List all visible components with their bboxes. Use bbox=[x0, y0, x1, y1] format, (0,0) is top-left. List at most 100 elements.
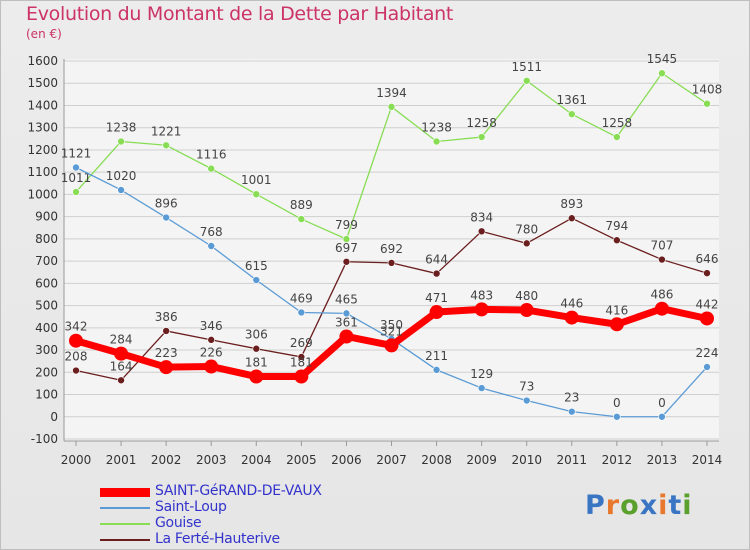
y-tick-label: 1000 bbox=[27, 187, 58, 201]
data-label-gouise: 889 bbox=[290, 198, 313, 212]
data-label-gouise: 1394 bbox=[376, 86, 407, 100]
data-label-saint-loup: 211 bbox=[425, 349, 448, 363]
data-label-saint-loup: 768 bbox=[200, 225, 223, 239]
y-tick-label: 400 bbox=[35, 321, 58, 335]
data-point-gouise bbox=[117, 137, 125, 146]
data-label-gouise: 1011 bbox=[61, 171, 92, 185]
data-label-saint-gerand-de-vaux: 480 bbox=[515, 289, 538, 303]
data-label-saint-loup: 896 bbox=[155, 197, 178, 211]
data-label-la-ferte-hauterive: 644 bbox=[425, 253, 448, 267]
data-label-gouise: 799 bbox=[335, 218, 358, 232]
data-label-saint-loup: 1020 bbox=[106, 169, 137, 183]
data-point-saint-loup bbox=[432, 366, 441, 374]
data-point-saint-gerand-de-vaux bbox=[294, 369, 309, 384]
data-label-saint-loup: 0 bbox=[658, 396, 666, 410]
y-tick-label: -100 bbox=[31, 432, 58, 446]
data-label-saint-loup: 73 bbox=[519, 380, 534, 394]
data-label-saint-loup: 129 bbox=[470, 367, 493, 381]
data-point-gouise bbox=[567, 110, 576, 118]
data-label-gouise: 1545 bbox=[647, 52, 678, 66]
data-point-gouise bbox=[387, 103, 396, 111]
y-tick-label: 1200 bbox=[27, 143, 58, 157]
data-label-la-ferte-hauterive: 346 bbox=[200, 319, 223, 333]
x-tick-label: 2002 bbox=[151, 453, 182, 467]
data-label-saint-loup: 469 bbox=[290, 291, 313, 305]
data-point-la-ferte-hauterive bbox=[387, 259, 396, 267]
x-tick-label: 2010 bbox=[511, 453, 542, 467]
data-point-saint-loup bbox=[252, 276, 261, 284]
data-label-la-ferte-hauterive: 794 bbox=[605, 219, 628, 233]
y-tick-label: 1300 bbox=[27, 121, 58, 135]
data-point-saint-gerand-de-vaux bbox=[114, 346, 129, 361]
legend-label: Gouise bbox=[155, 515, 202, 531]
y-tick-label: 500 bbox=[35, 299, 58, 313]
x-tick-label: 2001 bbox=[106, 453, 137, 467]
data-label-saint-gerand-de-vaux: 471 bbox=[425, 291, 448, 305]
data-point-saint-gerand-de-vaux bbox=[564, 310, 579, 325]
data-label-saint-gerand-de-vaux: 442 bbox=[696, 297, 719, 311]
data-point-saint-loup bbox=[522, 396, 531, 405]
data-point-saint-gerand-de-vaux bbox=[429, 305, 444, 320]
data-point-la-ferte-hauterive bbox=[252, 344, 261, 353]
x-tick-label: 2005 bbox=[286, 453, 317, 467]
plot-area bbox=[64, 59, 719, 441]
data-label-saint-loup: 224 bbox=[696, 346, 719, 360]
data-point-gouise bbox=[703, 99, 711, 108]
y-tick-label: 0 bbox=[50, 410, 58, 424]
legend-label: SAINT-GéRAND-DE-VAUX bbox=[155, 483, 322, 499]
data-label-la-ferte-hauterive: 646 bbox=[696, 252, 719, 266]
data-point-gouise bbox=[162, 141, 170, 150]
data-label-la-ferte-hauterive: 834 bbox=[470, 210, 493, 224]
data-label-gouise: 1221 bbox=[151, 124, 182, 138]
data-point-saint-loup bbox=[342, 309, 351, 318]
x-tick-label: 2008 bbox=[421, 453, 452, 467]
x-tick-label: 2012 bbox=[602, 453, 633, 467]
y-tick-label: 200 bbox=[35, 365, 58, 379]
x-tick-label: 2003 bbox=[196, 453, 227, 467]
x-tick-label: 2013 bbox=[647, 453, 678, 467]
data-label-saint-gerand-de-vaux: 483 bbox=[470, 288, 493, 302]
y-tick-label: 900 bbox=[35, 210, 58, 224]
data-label-saint-loup: 23 bbox=[564, 391, 579, 405]
data-point-gouise bbox=[432, 137, 441, 146]
data-point-gouise bbox=[72, 188, 80, 196]
legend-label: La Ferté-Hauterive bbox=[155, 531, 280, 547]
data-point-saint-loup bbox=[477, 384, 486, 392]
data-label-saint-gerand-de-vaux: 416 bbox=[605, 303, 628, 317]
data-point-la-ferte-hauterive bbox=[613, 236, 621, 245]
data-point-saint-loup bbox=[72, 163, 80, 172]
data-point-saint-gerand-de-vaux bbox=[700, 311, 714, 326]
legend-item: Gouise bbox=[100, 515, 320, 532]
data-label-la-ferte-hauterive: 692 bbox=[380, 242, 403, 256]
data-label-la-ferte-hauterive: 780 bbox=[515, 222, 538, 236]
data-label-la-ferte-hauterive: 164 bbox=[110, 359, 133, 373]
data-label-saint-gerand-de-vaux: 446 bbox=[560, 297, 583, 311]
logo-letter: t bbox=[668, 490, 683, 521]
legend-swatch bbox=[100, 539, 150, 541]
data-label-saint-loup: 615 bbox=[245, 259, 268, 273]
data-label-la-ferte-hauterive: 208 bbox=[65, 350, 88, 364]
logo-letter: i bbox=[658, 490, 669, 521]
data-label-saint-gerand-de-vaux: 284 bbox=[110, 333, 133, 347]
data-label-gouise: 1408 bbox=[692, 83, 723, 97]
data-label-la-ferte-hauterive: 306 bbox=[245, 328, 268, 342]
legend: SAINT-GéRAND-DE-VAUX Saint-Loup Gouise La F… bbox=[100, 483, 322, 548]
data-point-la-ferte-hauterive bbox=[432, 269, 441, 278]
logo-letter: r bbox=[605, 490, 621, 521]
legend-swatch bbox=[100, 523, 150, 525]
data-label-gouise: 1361 bbox=[557, 93, 588, 107]
chart-unit: (en €) bbox=[26, 27, 62, 41]
data-point-saint-loup bbox=[207, 242, 216, 250]
x-tick-label: 2007 bbox=[376, 453, 407, 467]
x-tick-label: 2004 bbox=[241, 453, 272, 467]
legend-label: Saint-Loup bbox=[155, 499, 227, 515]
x-tick-label: 2011 bbox=[557, 453, 588, 467]
data-label-saint-loup: 465 bbox=[335, 292, 358, 306]
data-label-la-ferte-hauterive: 386 bbox=[155, 310, 178, 324]
data-label-gouise: 1511 bbox=[511, 60, 542, 74]
data-label-saint-gerand-de-vaux: 181 bbox=[245, 356, 268, 370]
data-label-la-ferte-hauterive: 893 bbox=[560, 197, 583, 211]
data-point-saint-gerand-de-vaux bbox=[69, 333, 83, 348]
legend-swatch bbox=[100, 487, 150, 497]
